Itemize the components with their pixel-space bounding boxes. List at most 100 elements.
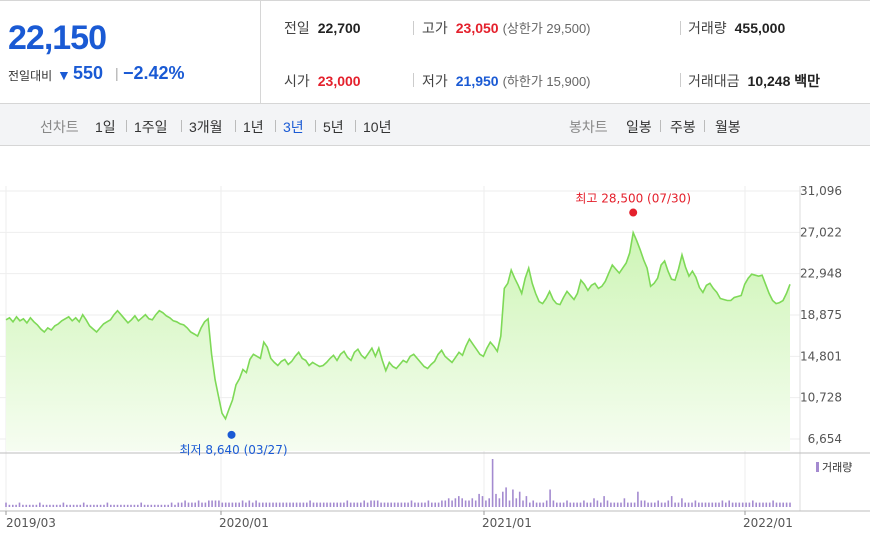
volume-bar [789,502,791,507]
volume-bar [495,493,497,507]
period-3m[interactable]: 3개월 [189,119,223,135]
volume-bar [8,504,11,507]
x-tick-label: 2021/01 [482,516,532,530]
volume-bar [677,502,680,507]
volume-bar [691,502,693,507]
volume-bar [383,502,386,507]
volume-bar [150,504,153,507]
price-line [5,229,791,421]
volume-bar [110,504,112,507]
period-5y[interactable]: 5년 [323,119,344,135]
divider [181,120,182,132]
volume-bar [49,504,51,507]
candle-daily[interactable]: 일봉 [626,119,652,135]
volume-bar [387,502,389,507]
volume-bar [79,504,82,507]
volume-bar [627,502,629,507]
volume-bar [735,502,737,507]
volume-bar [35,504,38,507]
volume-bar [454,498,457,507]
volume-bar [660,502,663,507]
volume-bar [620,502,622,507]
volume-bar [508,500,511,507]
volume-bar [768,502,771,507]
period-3y[interactable]: 3년 [283,119,304,135]
volume-bar [424,502,426,507]
volume-bar [731,502,734,507]
divider [235,120,236,132]
volume-bar [711,502,714,507]
volume-bar [133,504,136,507]
volume-bar [420,502,423,507]
volume-bar [393,502,396,507]
divider [413,73,414,87]
volume-bar [681,498,683,507]
volume-bar [42,504,44,507]
period-1y[interactable]: 1년 [243,119,264,135]
volume-bar [738,502,741,507]
volume-bar [562,502,565,507]
volume-bar [140,502,142,507]
volume-bar [370,500,372,507]
volume-bar [752,500,754,507]
volume-bar [177,502,180,507]
volume-bar [103,504,105,507]
volume-bar [400,502,403,507]
candle-monthly[interactable]: 월봉 [715,119,741,135]
period-1d[interactable]: 1일 [95,119,116,135]
volume-bar [404,502,406,507]
volume-bar [721,500,724,507]
volume-bar [758,502,761,507]
y-tick-label: 14,801 [800,349,842,363]
volume-bar [329,502,332,507]
period-1w[interactable]: 1주일 [134,119,168,135]
volume-bar [346,500,349,507]
volume-bar [113,504,115,507]
period-10y[interactable]: 10년 [363,119,392,135]
candle-weekly[interactable]: 주봉 [670,119,696,135]
volume-bar [745,502,747,507]
volume-bar [208,500,210,507]
volume-bar [170,502,173,507]
volume-bar [295,502,298,507]
volume-bar [241,500,244,507]
volume-bar [356,502,359,507]
volume-bar [762,502,764,507]
quote-panel: 22,150 전일대비 ▼ 550 | −2.42% 전일 22,700 고가 23… [0,0,870,104]
trade-amount: 거래대금 10,248 백만 [688,73,821,89]
divider [660,120,661,132]
y-tick-label: 18,875 [800,308,842,322]
volume-bar [718,502,720,507]
divider [680,21,681,35]
volume-bar [231,502,234,507]
volume-bar [333,502,335,507]
volume-bar [312,502,315,507]
volume-bar [556,502,558,507]
volume-bar [164,504,166,507]
volume-bar [637,491,639,507]
volume-bar [694,500,697,507]
volume-bar [116,504,119,507]
volume-bar [235,502,237,507]
volume-bar [160,504,163,507]
volume-bar [414,502,416,507]
volume-bar [18,502,21,507]
volume-bar [437,502,440,507]
volume-bar [532,500,534,507]
volume-bar [593,498,595,507]
volume-bar [441,500,443,507]
volume-bar [326,502,328,507]
open-price: 시가 23,000 [284,73,361,89]
volume-bar [502,491,504,507]
volume-bar [704,502,707,507]
divider [355,120,356,132]
volume-bar [72,504,75,507]
volume-bar [410,500,413,507]
volume-bar [12,504,14,507]
price-area [6,232,790,451]
volume-bar [76,504,78,507]
volume-bar [93,504,95,507]
volume-bar [583,500,585,507]
volume-bar [366,502,369,507]
volume-bar [633,502,636,507]
